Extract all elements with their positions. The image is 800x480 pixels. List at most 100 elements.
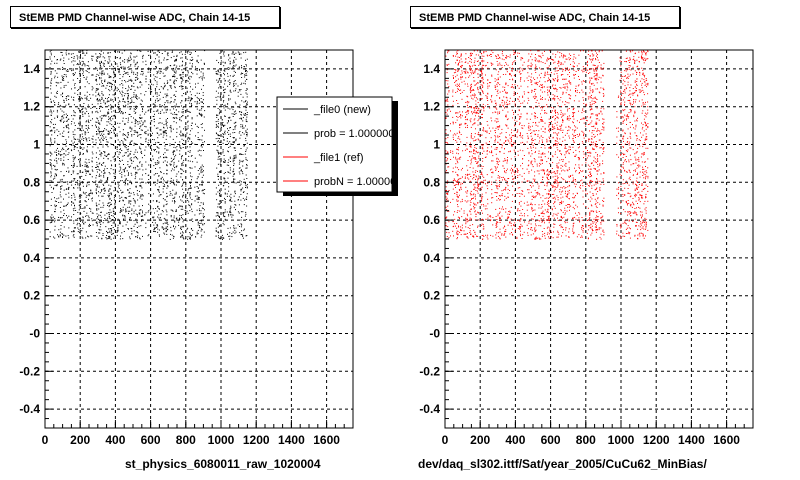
data-point xyxy=(116,87,118,89)
data-point xyxy=(107,133,109,134)
data-point xyxy=(144,132,146,134)
data-point xyxy=(237,95,239,97)
data-point xyxy=(137,123,139,125)
data-point xyxy=(67,70,69,72)
data-point xyxy=(245,92,247,94)
data-point xyxy=(459,194,460,196)
data-point xyxy=(185,213,186,215)
data-point xyxy=(457,234,459,236)
data-point xyxy=(460,187,462,189)
data-point xyxy=(233,178,235,180)
data-point xyxy=(474,194,476,196)
data-point xyxy=(488,180,490,182)
data-point xyxy=(199,205,201,207)
data-point xyxy=(54,218,56,220)
data-point xyxy=(487,67,489,69)
data-point xyxy=(228,121,229,123)
data-point xyxy=(190,52,192,54)
data-point xyxy=(179,196,180,198)
data-point xyxy=(454,69,456,70)
data-point xyxy=(222,236,224,238)
data-point xyxy=(99,62,101,64)
data-point xyxy=(71,70,73,72)
data-point xyxy=(203,77,205,79)
data-point xyxy=(99,53,101,54)
data-point xyxy=(54,173,56,175)
data-point xyxy=(92,55,94,57)
data-point xyxy=(162,132,164,134)
data-point xyxy=(108,231,110,233)
data-point xyxy=(200,76,202,78)
data-point xyxy=(129,142,131,144)
data-point xyxy=(230,91,232,93)
data-point xyxy=(469,180,471,182)
data-point xyxy=(477,107,479,109)
data-point xyxy=(474,72,476,74)
data-point xyxy=(457,233,459,235)
data-point xyxy=(96,134,98,136)
data-point xyxy=(120,180,121,182)
data-point xyxy=(61,185,63,187)
data-point xyxy=(243,191,245,193)
data-point xyxy=(145,126,147,128)
data-point xyxy=(101,79,103,81)
data-point xyxy=(130,52,132,54)
data-point xyxy=(50,171,52,173)
data-point xyxy=(135,95,137,97)
data-point xyxy=(113,132,115,134)
data-point xyxy=(117,224,119,226)
data-point xyxy=(122,169,124,171)
data-point xyxy=(481,223,483,225)
data-point xyxy=(216,167,218,169)
data-point xyxy=(51,217,53,219)
data-point xyxy=(224,192,226,194)
data-point xyxy=(77,187,79,189)
data-point xyxy=(83,147,85,149)
data-point xyxy=(218,78,220,80)
data-point xyxy=(109,85,111,87)
data-point xyxy=(119,169,121,171)
data-point xyxy=(53,188,54,190)
data-point xyxy=(97,130,99,132)
data-point xyxy=(187,140,189,142)
data-point xyxy=(81,125,83,126)
data-point xyxy=(234,232,236,234)
data-point xyxy=(487,214,489,216)
data-point xyxy=(482,212,483,214)
data-point xyxy=(233,206,235,208)
data-point xyxy=(186,198,188,200)
data-point xyxy=(125,145,127,146)
data-point xyxy=(477,138,479,140)
data-point xyxy=(125,179,127,181)
data-point xyxy=(176,131,178,133)
data-point xyxy=(485,74,486,76)
data-point xyxy=(473,188,475,190)
data-point xyxy=(119,58,121,60)
data-point xyxy=(50,121,52,123)
data-point xyxy=(166,93,168,95)
data-point xyxy=(244,153,246,155)
data-point xyxy=(233,137,235,139)
data-point xyxy=(174,99,176,101)
data-point xyxy=(190,103,192,105)
data-point xyxy=(465,53,467,55)
data-point xyxy=(465,186,467,188)
data-point xyxy=(189,111,191,113)
data-point xyxy=(108,212,110,214)
data-point xyxy=(245,107,247,109)
data-point xyxy=(167,228,169,230)
data-point xyxy=(246,114,248,116)
data-point xyxy=(216,103,218,105)
data-point xyxy=(123,95,125,97)
data-point xyxy=(450,150,452,152)
data-point xyxy=(55,149,57,151)
data-point xyxy=(142,195,144,197)
data-point xyxy=(489,141,490,143)
data-point xyxy=(67,202,69,204)
data-point xyxy=(483,176,485,178)
data-point xyxy=(125,147,127,149)
data-point xyxy=(73,110,75,112)
data-point xyxy=(470,159,472,161)
data-point xyxy=(134,143,136,145)
data-point xyxy=(175,210,177,212)
